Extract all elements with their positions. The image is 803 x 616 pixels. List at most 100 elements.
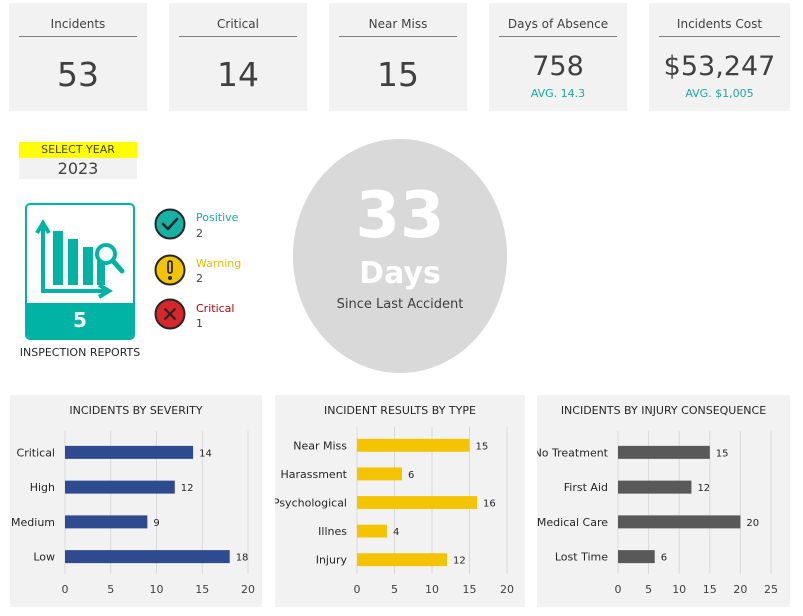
- bar-chart-magnifier-icon: [35, 219, 125, 299]
- bar: [357, 467, 402, 481]
- kpi-value: 758: [532, 51, 584, 82]
- x-tick-label: 0: [354, 583, 361, 596]
- kpi-title: Near Miss: [339, 17, 457, 37]
- x-tick-label: 20: [241, 583, 255, 596]
- days-since-number: 33: [355, 179, 445, 253]
- inspection-label: INSPECTION REPORTS: [19, 346, 141, 359]
- inspection-reports-card: 5: [25, 203, 135, 340]
- bar: [357, 438, 470, 452]
- data-label: 16: [483, 499, 496, 510]
- category-label: Illnes: [318, 525, 347, 538]
- bar: [65, 445, 194, 459]
- kpi-title: Incidents: [19, 17, 137, 37]
- kpi-card-cost: Incidents Cost $53,247 AVG. $1,005: [649, 3, 790, 111]
- category-label: Lost Time: [555, 551, 608, 564]
- category-label: Harassment: [280, 468, 347, 481]
- data-label: 6: [661, 553, 667, 564]
- inspection-count: 5: [27, 303, 133, 338]
- bar: [357, 524, 387, 538]
- x-tick-label: 15: [463, 583, 477, 596]
- x-tick-label: 5: [645, 583, 652, 596]
- bar: [618, 515, 741, 529]
- x-tick-label: 15: [195, 583, 209, 596]
- bar: [65, 550, 230, 564]
- bar: [65, 480, 175, 494]
- data-label: 20: [746, 518, 759, 529]
- data-label: 12: [453, 556, 466, 567]
- category-label: High: [30, 481, 55, 494]
- category-label: Critical: [17, 446, 55, 459]
- kpi-value: 15: [377, 55, 419, 94]
- x-tick-label: 20: [733, 583, 747, 596]
- kpi-average: AVG. $1,005: [685, 87, 754, 100]
- status-positive-count: 2: [196, 227, 203, 240]
- status-warning-label: Warning: [196, 257, 242, 270]
- x-tick-label: 10: [150, 583, 164, 596]
- kpi-card-near-miss: Near Miss 15: [329, 3, 467, 111]
- chart-panel-type: INCIDENT RESULTS BY TYPE 0 5 10 15 20 Near Mi…: [275, 395, 525, 607]
- bar: [357, 553, 447, 567]
- data-label: 18: [236, 553, 249, 564]
- kpi-card-incidents: Incidents 53: [9, 3, 147, 111]
- chart-panel-consequence: INCIDENTS BY INJURY CONSEQUENCE 0 5 10 15 20…: [537, 395, 790, 607]
- days-since-caption: Since Last Accident: [336, 297, 464, 312]
- category-label: Medium: [11, 516, 55, 529]
- category-label: Psychological: [275, 497, 347, 510]
- bar: [618, 480, 692, 494]
- kpi-card-critical: Critical 14: [169, 3, 307, 111]
- x-tick-label: 0: [615, 583, 622, 596]
- status-critical-label: Critical: [196, 302, 235, 315]
- data-label: 15: [716, 448, 729, 459]
- kpi-value: 14: [217, 55, 259, 94]
- bar: [618, 550, 655, 564]
- chart-result-type: 0 5 10 15 20 Near Miss 15 Harassment 6 Psychologi…: [275, 427, 514, 596]
- category-label: Near Miss: [293, 439, 347, 452]
- kpi-value: $53,247: [663, 51, 776, 82]
- kpi-title: Incidents Cost: [659, 17, 780, 37]
- data-label: 6: [408, 470, 414, 481]
- x-tick-label: 5: [107, 583, 114, 596]
- data-label: 9: [153, 518, 159, 529]
- x-tick-label: 15: [703, 583, 717, 596]
- category-label: First Aid: [564, 481, 608, 494]
- bar: [357, 496, 477, 509]
- data-label: 15: [476, 441, 489, 452]
- chart-severity: 0 5 10 15 20 Critical 14 High 12 Medium 9 Low 18: [11, 431, 255, 596]
- status-critical-count: 1: [196, 317, 203, 330]
- chart-title: INCIDENT RESULTS BY TYPE: [324, 404, 476, 417]
- x-tick-label: 25: [764, 583, 778, 596]
- days-since-accident-circle: 33 Days Since Last Accident: [293, 139, 507, 373]
- days-since-unit: Days: [359, 256, 441, 291]
- category-label: Low: [33, 551, 55, 564]
- kpi-average: AVG. 14.3: [530, 87, 586, 100]
- status-warning-count: 2: [196, 272, 203, 285]
- kpi-title: Critical: [179, 17, 297, 37]
- data-label: 4: [393, 527, 399, 538]
- data-label: 14: [199, 448, 212, 459]
- x-tick-label: 10: [672, 583, 686, 596]
- x-tick-label: 10: [425, 583, 439, 596]
- x-tick-label: 0: [62, 583, 69, 596]
- category-label: No Treatment: [537, 446, 609, 459]
- x-tick-label: 5: [391, 583, 398, 596]
- data-label: 12: [697, 483, 710, 494]
- kpi-value: 53: [57, 55, 99, 94]
- year-selector-label: SELECT YEAR: [19, 142, 137, 158]
- x-circle-icon: [154, 298, 186, 330]
- bar: [65, 515, 148, 529]
- x-tick-label: 20: [500, 583, 514, 596]
- chart-panel-severity: INCIDENTS BY SEVERITY 0 5 10 15 20 Critical 14…: [10, 395, 262, 607]
- check-circle-icon: [154, 208, 186, 240]
- chart-title: INCIDENTS BY INJURY CONSEQUENCE: [560, 404, 767, 417]
- chart-injury-consequence: 0 5 10 15 20 25 No Treatment 15 First Aid 12 Medic…: [537, 431, 778, 596]
- category-label: Injury: [316, 554, 348, 567]
- kpi-card-absence: Days of Absence 758 AVG. 14.3: [489, 3, 627, 111]
- data-label: 12: [181, 483, 194, 494]
- exclamation-circle-icon: [154, 254, 186, 286]
- category-label: Medical Care: [537, 516, 608, 529]
- bar: [618, 445, 710, 459]
- chart-title: INCIDENTS BY SEVERITY: [69, 404, 203, 417]
- year-selector[interactable]: 2023: [19, 158, 137, 179]
- status-positive-label: Positive: [196, 211, 239, 224]
- kpi-title: Days of Absence: [499, 17, 617, 37]
